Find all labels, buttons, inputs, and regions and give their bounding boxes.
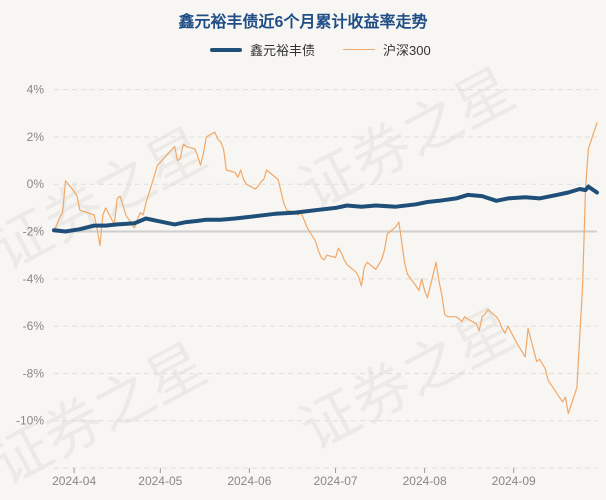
grid xyxy=(54,89,597,469)
y-tick-label: -6% xyxy=(23,319,45,333)
legend-swatch-series-1 xyxy=(210,47,242,52)
series-line-1 xyxy=(52,184,599,234)
legend-item-series-2[interactable]: 沪深300 xyxy=(343,40,431,59)
x-tick-label: 2024-08 xyxy=(403,474,447,488)
legend-label-series-1: 鑫元裕丰债 xyxy=(250,43,316,58)
y-tick-label: -4% xyxy=(23,272,45,286)
x-tick-label: 2024-05 xyxy=(138,474,182,488)
x-tick-label: 2024-07 xyxy=(314,474,358,488)
legend-label-series-2: 沪深300 xyxy=(383,43,431,58)
x-axis-ticks: 2024-04 2024-05 2024-06 2024-07 2024-08 2024-… xyxy=(52,468,536,488)
y-tick-label: 2% xyxy=(27,130,45,144)
y-tick-label: 0% xyxy=(27,177,45,191)
watermark-layer: 证券之星证券之星证券之星证券之星 xyxy=(0,55,525,499)
y-tick-label: -10% xyxy=(16,414,44,428)
y-tick-label: -8% xyxy=(23,366,45,380)
watermark-text: 证券之星 xyxy=(289,295,526,464)
legend-item-series-1[interactable]: 鑫元裕丰债 xyxy=(210,40,315,59)
x-tick-label: 2024-06 xyxy=(227,474,271,488)
legend-swatch-series-2 xyxy=(343,49,375,50)
x-tick-label: 2024-04 xyxy=(52,474,96,488)
x-tick-label: 2024-09 xyxy=(492,474,536,488)
y-axis-ticks: 4% 2% 0% -2% -4% -6% -8% -10% xyxy=(16,83,44,428)
series-line-2 xyxy=(53,122,598,415)
y-tick-label: 4% xyxy=(27,83,45,97)
chart-title: 鑫元裕丰债近6个月累计收益率走势 xyxy=(178,14,428,31)
y-tick-label: -2% xyxy=(23,225,45,239)
series-lines xyxy=(52,122,599,415)
legend: 鑫元裕丰债 沪深300 xyxy=(0,40,606,60)
